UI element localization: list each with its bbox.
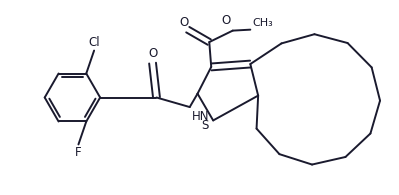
Text: HN: HN (192, 110, 209, 123)
Text: F: F (75, 146, 82, 159)
Text: Cl: Cl (88, 36, 100, 49)
Text: CH₃: CH₃ (252, 18, 273, 28)
Text: O: O (179, 16, 188, 29)
Text: S: S (201, 119, 209, 132)
Text: O: O (148, 47, 157, 60)
Text: O: O (221, 14, 231, 27)
